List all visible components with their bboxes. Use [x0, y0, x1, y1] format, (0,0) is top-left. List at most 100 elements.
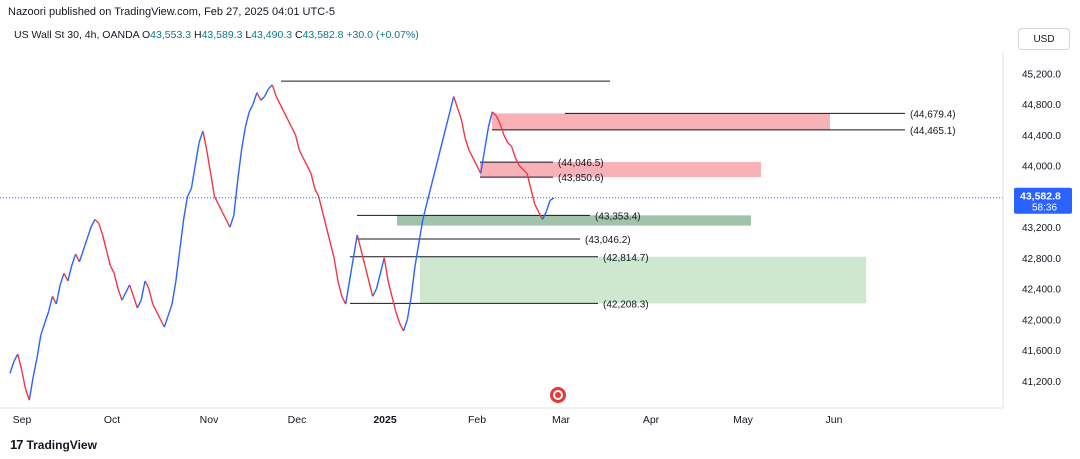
level-label: (43,850.6) — [558, 173, 604, 184]
x-tick-label: Dec — [288, 414, 307, 426]
currency-label: USD — [1033, 33, 1055, 45]
price-segment — [186, 188, 192, 197]
economic-event-icon[interactable] — [550, 387, 566, 403]
price-segment — [291, 126, 297, 136]
price-segment — [105, 250, 111, 266]
price-segment — [414, 242, 420, 266]
x-tick-label: Nov — [200, 414, 219, 426]
price-segment — [468, 149, 474, 159]
low-value: 43,490.3 — [251, 29, 293, 41]
price-segment — [518, 165, 524, 170]
price-segment — [113, 273, 119, 289]
price-segment — [391, 296, 397, 312]
price-segment — [429, 173, 436, 189]
price-segment — [55, 284, 61, 305]
price-segment — [344, 280, 351, 305]
price-segment — [507, 142, 513, 147]
price-segment — [545, 200, 551, 212]
price-segment — [449, 96, 455, 112]
price-segment — [530, 188, 536, 205]
price-segment — [298, 149, 304, 159]
price-segment — [198, 130, 204, 143]
price-segment — [503, 134, 509, 143]
price-segment — [383, 257, 389, 282]
price-segment — [128, 284, 135, 297]
x-axis: Sep Oct Nov Dec 2025 Feb Mar Apr May Jun — [0, 407, 1003, 426]
price-segment — [264, 88, 270, 97]
price-segment — [9, 361, 15, 374]
price-segment — [155, 311, 162, 320]
price-segment — [148, 288, 154, 305]
price-segment — [372, 288, 378, 297]
symbol-info: US Wall St 30, 4h, OANDA O43,553.3 H43,5… — [14, 29, 419, 41]
y-tick-label: 41,200.0 — [1022, 377, 1061, 388]
price-segment — [202, 130, 208, 151]
y-tick-label: 41,600.0 — [1022, 346, 1061, 357]
price-segment — [534, 203, 540, 213]
x-tick-label: May — [733, 414, 754, 426]
level-label: (43,046.2) — [585, 235, 631, 246]
currency-button[interactable]: USD — [1018, 28, 1070, 50]
zone-supply — [492, 113, 830, 130]
price-segment — [125, 284, 131, 293]
price-segment — [159, 319, 165, 328]
price-segment — [221, 211, 227, 220]
price-segment — [260, 95, 266, 101]
price-segment — [456, 107, 463, 120]
price-segment — [225, 219, 231, 228]
price-segment — [514, 157, 520, 166]
price-segment — [406, 296, 412, 320]
price-segment — [460, 119, 466, 139]
y-tick-label: 44,400.0 — [1022, 131, 1061, 142]
price-segment — [472, 157, 478, 166]
price-badge-price: 43,582.8 — [1020, 191, 1061, 203]
y-tick-label: 42,400.0 — [1022, 285, 1061, 296]
level-label: (44,465.1) — [910, 126, 956, 137]
symbol-name[interactable]: US Wall St 30, 4h, OANDA — [14, 29, 140, 41]
price-segment — [275, 96, 281, 105]
price-segment — [491, 111, 497, 117]
price-segment — [179, 219, 185, 251]
tradingview-logo[interactable]: 17 TradingView — [10, 437, 97, 452]
price-segment — [13, 353, 19, 363]
price-segment — [51, 296, 57, 305]
price-segment — [480, 150, 486, 174]
price-segment — [233, 180, 239, 216]
level-label: (44,679.4) — [910, 109, 956, 120]
price-segment — [310, 173, 316, 189]
price-segment — [437, 142, 443, 159]
price-segment — [32, 357, 38, 378]
price-segment — [36, 334, 42, 358]
price-segment — [399, 322, 405, 332]
low-label: L — [245, 29, 252, 41]
y-axis: 41,200.0 41,600.0 42,000.0 42,400.0 42,800.0… — [1002, 52, 1061, 408]
price-segment — [140, 280, 146, 301]
price-segment — [356, 234, 362, 251]
brand-name: TradingView — [26, 437, 97, 452]
x-tick-label: Sep — [13, 414, 32, 426]
level-label: (43,353.4) — [595, 211, 641, 222]
price-segment — [410, 265, 416, 297]
x-tick-label: Jun — [826, 414, 843, 426]
x-tick-label: 2025 — [373, 414, 397, 426]
price-segment — [487, 111, 493, 128]
price-segment — [283, 111, 289, 120]
price-segment — [352, 234, 358, 259]
zone-supply — [480, 162, 761, 178]
price-segment — [317, 196, 324, 212]
price-segment — [163, 315, 169, 328]
price-segment — [117, 288, 123, 301]
price-segment — [121, 292, 127, 301]
price-segment — [167, 303, 173, 316]
price-segment — [476, 165, 482, 174]
price-segment — [229, 215, 235, 228]
price-segment — [17, 353, 23, 370]
price-segment — [433, 157, 439, 174]
price-segment — [549, 197, 555, 201]
publisher-header: Nazoori published on TradingView.com, Fe… — [8, 6, 335, 18]
x-tick-label: Oct — [104, 414, 120, 426]
close-value: 43,582.8 — [302, 29, 344, 41]
price-segment — [82, 238, 88, 251]
zone-demand — [420, 256, 866, 304]
